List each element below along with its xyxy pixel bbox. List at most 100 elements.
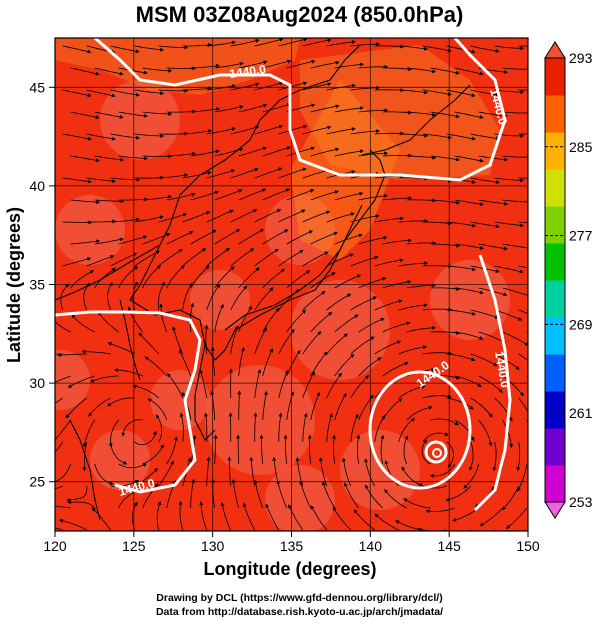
streamline bbox=[204, 324, 209, 355]
streamline bbox=[262, 188, 291, 201]
streamline bbox=[358, 277, 387, 289]
streamline bbox=[55, 505, 71, 509]
contour-line-north bbox=[94, 38, 507, 182]
streamline bbox=[310, 231, 338, 245]
streamline bbox=[276, 479, 288, 509]
x-tick-label: 120 bbox=[43, 538, 67, 554]
streamline bbox=[210, 346, 216, 377]
streamline bbox=[358, 151, 389, 157]
streamline bbox=[478, 111, 508, 118]
streamline bbox=[94, 237, 124, 245]
streamline bbox=[479, 507, 503, 527]
streamline bbox=[82, 419, 96, 448]
colorbar-segment bbox=[545, 132, 565, 170]
colorbar-tick-label: 293 bbox=[569, 50, 593, 66]
streamline bbox=[134, 133, 165, 138]
streamline bbox=[213, 434, 218, 465]
streamline bbox=[262, 146, 291, 157]
streamline bbox=[286, 391, 295, 421]
streamline bbox=[478, 419, 493, 447]
streamline bbox=[214, 189, 243, 201]
streamline bbox=[55, 485, 63, 490]
streamline bbox=[131, 501, 138, 531]
x-tick-label: 150 bbox=[516, 538, 540, 554]
streamline bbox=[158, 131, 189, 136]
streamline bbox=[278, 249, 304, 267]
streamline bbox=[406, 325, 436, 333]
streamline bbox=[55, 441, 64, 453]
streamline bbox=[58, 518, 87, 531]
streamline bbox=[302, 371, 315, 399]
streamline bbox=[237, 390, 242, 421]
streamline bbox=[310, 104, 340, 113]
streamline bbox=[365, 484, 383, 509]
contour-label: 1440.0 bbox=[228, 62, 267, 81]
streamline bbox=[190, 265, 210, 289]
streamline bbox=[518, 133, 528, 135]
streamline bbox=[446, 353, 476, 362]
streamline bbox=[350, 214, 380, 223]
streamline bbox=[382, 321, 411, 333]
colorbar-tick-label: 285 bbox=[569, 139, 593, 155]
contour-line-typhoon-outer bbox=[368, 370, 472, 490]
streamline bbox=[310, 147, 340, 157]
streamline bbox=[350, 296, 378, 311]
streamline bbox=[358, 193, 388, 201]
x-tick-label: 125 bbox=[122, 538, 146, 554]
streamline bbox=[214, 147, 244, 157]
streamline bbox=[454, 67, 484, 76]
streamline bbox=[179, 412, 184, 443]
streamline bbox=[326, 412, 333, 443]
streamline bbox=[278, 167, 307, 179]
streamline bbox=[418, 483, 447, 489]
x-tick-label: 145 bbox=[437, 538, 461, 554]
streamline bbox=[398, 384, 426, 399]
streamline bbox=[358, 108, 389, 113]
colorbar-top-arrow bbox=[544, 41, 566, 59]
streamline bbox=[214, 105, 244, 113]
streamline bbox=[422, 89, 452, 97]
streamline bbox=[62, 45, 92, 54]
colorbar-tick-label: 261 bbox=[569, 405, 593, 421]
streamline bbox=[156, 500, 162, 531]
streamline bbox=[494, 309, 523, 321]
x-tick-label: 135 bbox=[280, 538, 304, 554]
streamline bbox=[86, 255, 115, 267]
contour-line-east bbox=[473, 254, 512, 512]
streamline bbox=[374, 513, 399, 531]
streamline bbox=[374, 88, 405, 93]
streamline bbox=[158, 460, 174, 487]
streamline bbox=[502, 199, 528, 203]
streamline bbox=[62, 177, 93, 184]
streamline bbox=[478, 331, 507, 344]
streamline bbox=[55, 320, 71, 333]
streamline bbox=[422, 221, 453, 226]
streamline bbox=[326, 293, 352, 311]
streamline bbox=[356, 434, 361, 465]
streamline bbox=[254, 38, 284, 47]
streamline bbox=[310, 391, 321, 421]
streamline bbox=[326, 212, 355, 223]
streamline bbox=[132, 384, 159, 399]
streamline bbox=[446, 265, 477, 272]
streamline bbox=[265, 503, 280, 531]
cool-region-north bbox=[55, 38, 300, 95]
colorbar: 293 285 277 269 261 253 bbox=[544, 41, 593, 519]
streamline bbox=[358, 357, 382, 377]
y-tick-label: 35 bbox=[29, 277, 45, 293]
streamline bbox=[278, 81, 308, 91]
warm-patches bbox=[55, 80, 510, 531]
streamline bbox=[334, 191, 364, 201]
streamline bbox=[70, 155, 100, 163]
colorbar-segment bbox=[545, 95, 565, 133]
streamline bbox=[142, 67, 173, 73]
streamline bbox=[142, 265, 161, 289]
streamline bbox=[299, 480, 312, 509]
colorbar-segment bbox=[545, 465, 565, 503]
streamline bbox=[382, 110, 413, 115]
streamline bbox=[254, 248, 279, 267]
x-tick-label: 130 bbox=[201, 538, 225, 554]
streamline bbox=[206, 169, 236, 179]
streamline bbox=[516, 529, 519, 531]
streamline bbox=[182, 211, 211, 223]
